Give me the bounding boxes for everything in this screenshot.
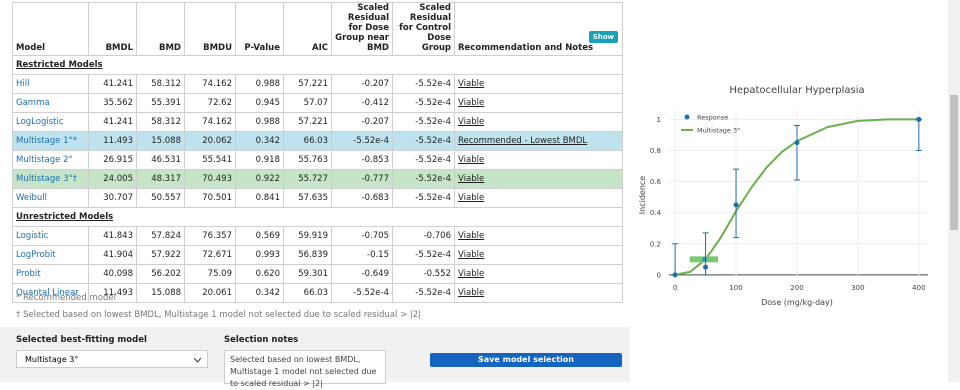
model-link[interactable]: Gamma	[16, 98, 50, 108]
response-point	[916, 116, 922, 122]
model-row: Probit 40.098 56.202 75.09 0.620 59.301 -0.649…	[12, 264, 623, 284]
y-tick-label: 0.4	[650, 209, 662, 217]
save-button[interactable]: Save model selection	[430, 353, 622, 367]
model-link[interactable]: LogLogistic	[16, 117, 64, 127]
model-link[interactable]: Logistic	[16, 231, 49, 241]
y-tick-label: 0.2	[650, 240, 661, 248]
model-row: LogProbit 41.904 57.922 72.671 0.993 56.839 -0…	[12, 245, 623, 265]
model-link[interactable]: Probit	[16, 269, 41, 279]
header-row: Model BMDL BMD BMDU P-Value AIC Scaled Residua…	[12, 2, 623, 56]
model-row: Multistage 2° 26.915 46.531 55.541 0.918 55.7…	[12, 150, 623, 170]
footnote: † Selected based on lowest BMDL, Multist…	[16, 310, 422, 320]
bmd-point	[702, 256, 708, 262]
header-cell: P-Value	[235, 2, 284, 56]
response-point	[794, 140, 800, 146]
header-cell: AIC	[283, 2, 332, 56]
x-tick-label: 300	[851, 284, 864, 292]
model-row: LogLogistic 41.241 58.312 74.162 0.988 57.221…	[12, 112, 623, 132]
chart: Hepatocellular Hyperplasia Dose (mg/kg-d…	[638, 0, 960, 382]
chart-title: Hepatocellular Hyperplasia	[729, 85, 864, 96]
recommendation-cell: Viable	[454, 283, 623, 303]
label: Selected best-fitting model	[16, 335, 147, 345]
model-row: Multistage 3°† 24.005 48.317 70.493 0.922 55.…	[12, 169, 623, 189]
model-link[interactable]: Multistage 2°	[16, 155, 73, 165]
model-link[interactable]: Multistage 3°†	[16, 174, 77, 184]
recommendation-link[interactable]: Viable	[458, 193, 485, 203]
y-tick-label: 0	[657, 271, 661, 279]
table-cell: 15.088	[136, 283, 185, 303]
model-row: Weibull 30.707 50.557 70.501 0.841 57.635 -0.6…	[12, 188, 623, 208]
response-point	[733, 202, 739, 208]
model-row: Quantal Linear 11.493 15.088 20.061 0.342 66.…	[12, 283, 623, 303]
recommendation-link[interactable]: Viable	[458, 250, 485, 260]
recommendation-link[interactable]: Viable	[458, 155, 485, 165]
y-tick-label: 0.6	[650, 178, 662, 186]
model-link[interactable]: Multistage 1°*	[16, 136, 77, 146]
model-link[interactable]: Quantal Linear	[16, 288, 79, 298]
table-cell: 66.03	[283, 283, 332, 303]
model-row: Hill 41.241 58.312 74.162 0.988 57.221 -0.207-…	[12, 74, 623, 94]
header-cell: Scaled Residual for Control Dose Group	[392, 2, 455, 56]
y-tick-label: 1	[657, 116, 661, 124]
y-tick-label: 0.8	[650, 147, 661, 155]
model-select[interactable]: Multistage 3°	[16, 350, 208, 368]
recommendation-link[interactable]: Viable	[458, 269, 485, 279]
response-point	[672, 272, 678, 278]
scrollbar-thumb[interactable]	[950, 95, 958, 230]
header-cell: Recommendation and Notes Show	[454, 2, 623, 56]
chevron	[194, 358, 201, 363]
legend-marker	[684, 114, 690, 120]
recommendation-link[interactable]: Viable	[458, 98, 485, 108]
label: Selection notes	[224, 335, 299, 345]
model-link[interactable]: LogProbit	[16, 250, 56, 260]
legend-label: Response	[697, 114, 728, 122]
select-value: Multistage 3°	[25, 355, 79, 364]
recommendation-link[interactable]: Viable	[458, 174, 485, 184]
recommendation-link[interactable]: Viable	[458, 117, 485, 127]
selection-panel: Selected best-fitting model Multistage 3…	[0, 327, 630, 388]
recommendation-link[interactable]: Viable	[458, 79, 485, 89]
x-tick-label: 100	[729, 284, 742, 292]
model-link[interactable]: Hill	[16, 79, 30, 89]
x-axis-title: Dose (mg/kg-day)	[761, 298, 833, 307]
legend-label: Multistage 3°	[697, 127, 740, 135]
recommendation-link[interactable]: Viable	[458, 288, 485, 298]
show-button[interactable]: Show	[588, 31, 618, 43]
y-axis-title: Incidence	[638, 176, 647, 215]
model-row: Gamma 35.562 55.391 72.62 0.945 57.07 -0.412 -5…	[12, 93, 623, 113]
footnote: * Recommended model	[16, 293, 116, 303]
x-tick-label: 0	[673, 284, 677, 292]
table-cell: 20.061	[184, 283, 236, 303]
model-row: Multistage 1°* 11.493 15.088 20.062 0.342 66.…	[12, 131, 623, 151]
x-tick-label: 400	[912, 284, 925, 292]
x-tick-label: 200	[790, 284, 803, 292]
response-point	[703, 264, 709, 270]
header-cell: Model	[12, 2, 89, 56]
model-table: Model BMDL BMD BMDU P-Value AIC Scaled Residua…	[12, 2, 623, 303]
model-link[interactable]: Weibull	[16, 193, 48, 203]
recommendation-link[interactable]: Recommended - Lowest BMDL	[458, 136, 588, 146]
recommendation-link[interactable]: Viable	[458, 231, 485, 241]
